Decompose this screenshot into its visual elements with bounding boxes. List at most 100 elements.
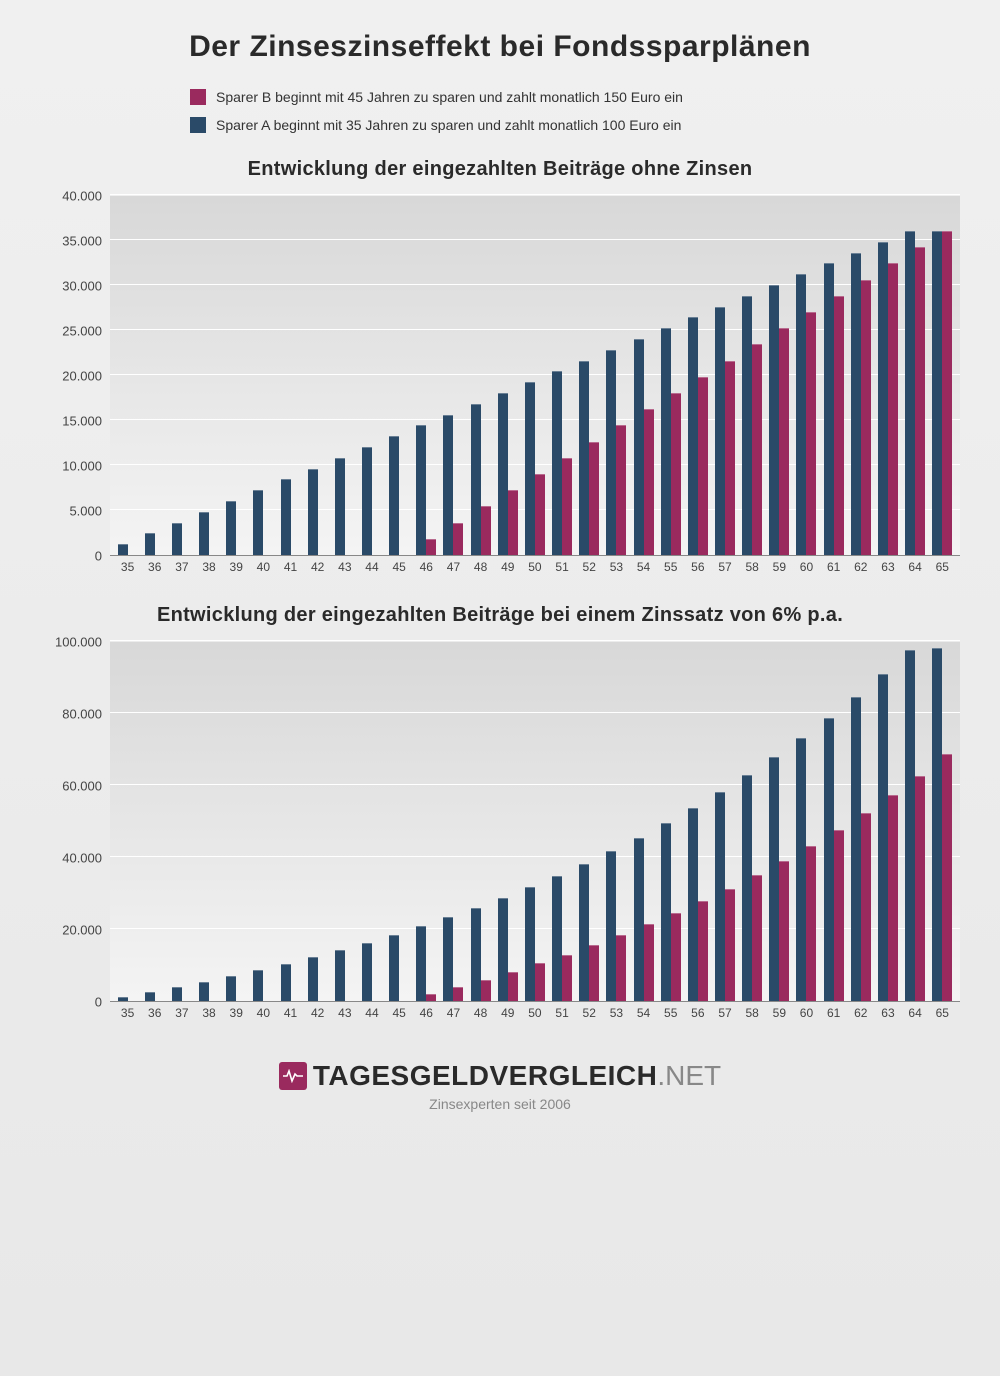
x-tick-label: 38	[195, 1006, 222, 1020]
bar-series-a	[172, 987, 182, 1001]
bar-group	[223, 196, 250, 555]
bar-series-a	[199, 982, 209, 1001]
legend-swatch-b	[190, 89, 206, 105]
bar-series-a	[606, 350, 616, 555]
x-tick-label: 35	[114, 1006, 141, 1020]
x-tick-label: 46	[413, 1006, 440, 1020]
x-tick-label: 51	[549, 1006, 576, 1020]
x-tick-label: 52	[576, 1006, 603, 1020]
bar-series-b	[698, 901, 708, 1001]
bar-group	[114, 642, 141, 1001]
bar-group	[195, 642, 222, 1001]
y-tick-label: 30.000	[62, 279, 102, 294]
bar-group	[521, 196, 548, 555]
bar-series-a	[145, 992, 155, 1001]
bar-group	[630, 196, 657, 555]
bar-series-b	[888, 795, 898, 1001]
bar-series-a	[525, 887, 535, 1001]
bar-series-a	[851, 253, 861, 555]
chart-2: Entwicklung der eingezahlten Beiträge be…	[40, 604, 960, 1020]
bar-group	[277, 642, 304, 1001]
x-tick-label: 37	[168, 1006, 195, 1020]
page-title: Der Zinseszinseffekt bei Fondssparplänen	[40, 30, 960, 64]
bar-series-b	[589, 442, 599, 555]
x-tick-label: 43	[331, 1006, 358, 1020]
bars-row	[110, 642, 960, 1001]
bar-group	[440, 196, 467, 555]
x-tick-label: 60	[793, 1006, 820, 1020]
x-tick-label: 61	[820, 1006, 847, 1020]
bar-series-b	[888, 263, 898, 555]
bar-group	[874, 196, 901, 555]
bar-group	[386, 642, 413, 1001]
bar-series-a	[335, 950, 345, 1001]
bar-series-a	[308, 469, 318, 555]
bar-series-b	[616, 935, 626, 1001]
x-tick-label: 40	[250, 560, 277, 574]
x-tick-label: 59	[766, 560, 793, 574]
bar-group	[929, 642, 956, 1001]
y-tick-label: 25.000	[62, 324, 102, 339]
chart-2-x-axis: 3536373839404142434445464748495051525354…	[110, 1006, 960, 1020]
bar-group	[657, 642, 684, 1001]
bar-series-b	[671, 913, 681, 1001]
bar-series-b	[508, 972, 518, 1001]
bar-group	[711, 642, 738, 1001]
x-tick-label: 58	[739, 1006, 766, 1020]
bar-series-a	[824, 718, 834, 1001]
bar-group	[413, 196, 440, 555]
bar-group	[820, 196, 847, 555]
bar-series-b	[481, 980, 491, 1001]
bar-series-b	[942, 754, 952, 1001]
bar-group	[304, 196, 331, 555]
x-tick-label: 50	[521, 1006, 548, 1020]
y-tick-label: 0	[95, 549, 102, 564]
y-tick-label: 5.000	[69, 504, 102, 519]
brand-logo: TAGESGELDVERGLEICH.NET	[279, 1060, 721, 1092]
y-tick-label: 35.000	[62, 234, 102, 249]
bar-group	[494, 642, 521, 1001]
bar-group	[304, 642, 331, 1001]
bar-group	[467, 196, 494, 555]
bar-group	[413, 642, 440, 1001]
y-tick-label: 40.000	[62, 851, 102, 866]
bar-group	[168, 642, 195, 1001]
bar-series-a	[661, 823, 671, 1001]
bar-group	[874, 642, 901, 1001]
x-tick-label: 51	[549, 560, 576, 574]
bar-group	[195, 196, 222, 555]
bar-series-b	[562, 458, 572, 555]
bar-series-b	[481, 506, 491, 555]
bar-series-a	[199, 512, 209, 555]
bar-series-b	[861, 280, 871, 555]
bar-series-a	[932, 231, 942, 555]
bar-group	[549, 196, 576, 555]
bar-group	[793, 642, 820, 1001]
bar-series-a	[145, 533, 155, 555]
x-tick-label: 44	[358, 560, 385, 574]
bar-series-a	[878, 674, 888, 1001]
bar-series-b	[698, 377, 708, 555]
x-tick-label: 60	[793, 560, 820, 574]
x-tick-label: 45	[386, 1006, 413, 1020]
x-tick-label: 39	[223, 560, 250, 574]
bar-series-a	[498, 898, 508, 1001]
x-tick-label: 53	[603, 1006, 630, 1020]
bar-series-a	[389, 436, 399, 555]
bar-group	[358, 642, 385, 1001]
bar-series-a	[579, 361, 589, 555]
bar-group	[576, 196, 603, 555]
x-tick-label: 63	[874, 560, 901, 574]
bar-group	[766, 642, 793, 1001]
bar-group	[847, 642, 874, 1001]
bar-series-a	[905, 650, 915, 1001]
x-tick-label: 50	[521, 560, 548, 574]
bar-group	[657, 196, 684, 555]
bar-group	[331, 642, 358, 1001]
bar-series-a	[552, 876, 562, 1001]
bar-group	[793, 196, 820, 555]
bar-series-b	[861, 813, 871, 1001]
bar-group	[739, 196, 766, 555]
x-tick-label: 36	[141, 560, 168, 574]
x-tick-label: 63	[874, 1006, 901, 1020]
